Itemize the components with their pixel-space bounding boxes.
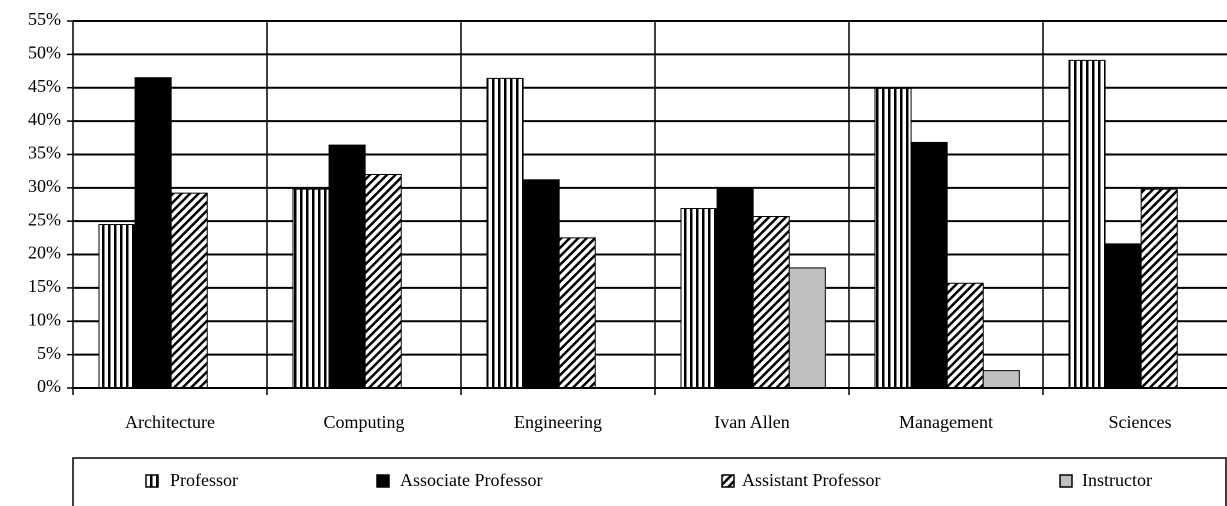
- bar: [946, 282, 984, 389]
- x-tick-label: Engineering: [514, 412, 602, 432]
- bar: [134, 77, 172, 389]
- legend-marker: [145, 474, 159, 488]
- legend-marker: [376, 474, 390, 488]
- y-tick-label: 15%: [28, 276, 61, 296]
- bar: [1068, 59, 1106, 389]
- legend-label: Professor: [170, 470, 238, 490]
- bar: [752, 216, 790, 389]
- legend-marker: [1059, 474, 1073, 488]
- y-tick-label: 50%: [28, 42, 61, 62]
- legend-label: Instructor: [1082, 470, 1152, 490]
- bar: [486, 77, 524, 389]
- legend-marker: [721, 474, 735, 488]
- legend-box: [72, 457, 1227, 506]
- y-tick-label: 35%: [28, 143, 61, 163]
- bar: [98, 224, 136, 389]
- bar: [292, 188, 330, 389]
- y-tick-label: 20%: [28, 243, 61, 263]
- y-tick-label: 30%: [28, 176, 61, 196]
- bar: [170, 192, 208, 389]
- bar: [328, 144, 366, 389]
- bar: [788, 267, 826, 389]
- bar: [716, 187, 754, 389]
- y-tick-label: 40%: [28, 109, 61, 129]
- bar: [364, 173, 402, 389]
- x-tick-label: Architecture: [125, 412, 215, 432]
- x-tick-label: Sciences: [1109, 412, 1172, 432]
- y-tick-label: 10%: [28, 309, 61, 329]
- bar: [558, 237, 596, 389]
- legend-label: Assistant Professor: [742, 470, 881, 490]
- bar: [680, 208, 718, 389]
- x-tick-label: Ivan Allen: [714, 412, 789, 432]
- y-tick-label: 5%: [37, 343, 61, 363]
- bar: [982, 370, 1020, 389]
- y-tick-label: 0%: [37, 376, 61, 396]
- bar: [910, 141, 948, 389]
- x-tick-label: Computing: [323, 412, 404, 432]
- y-tick-label: 25%: [28, 209, 61, 229]
- bar: [1104, 243, 1142, 389]
- bar: [1140, 188, 1178, 389]
- bar: [874, 87, 912, 389]
- y-tick-label: 45%: [28, 76, 61, 96]
- x-tick-label: Management: [899, 412, 993, 432]
- y-tick-label: 55%: [28, 9, 61, 29]
- bar: [522, 179, 560, 389]
- legend-label: Associate Professor: [400, 470, 542, 490]
